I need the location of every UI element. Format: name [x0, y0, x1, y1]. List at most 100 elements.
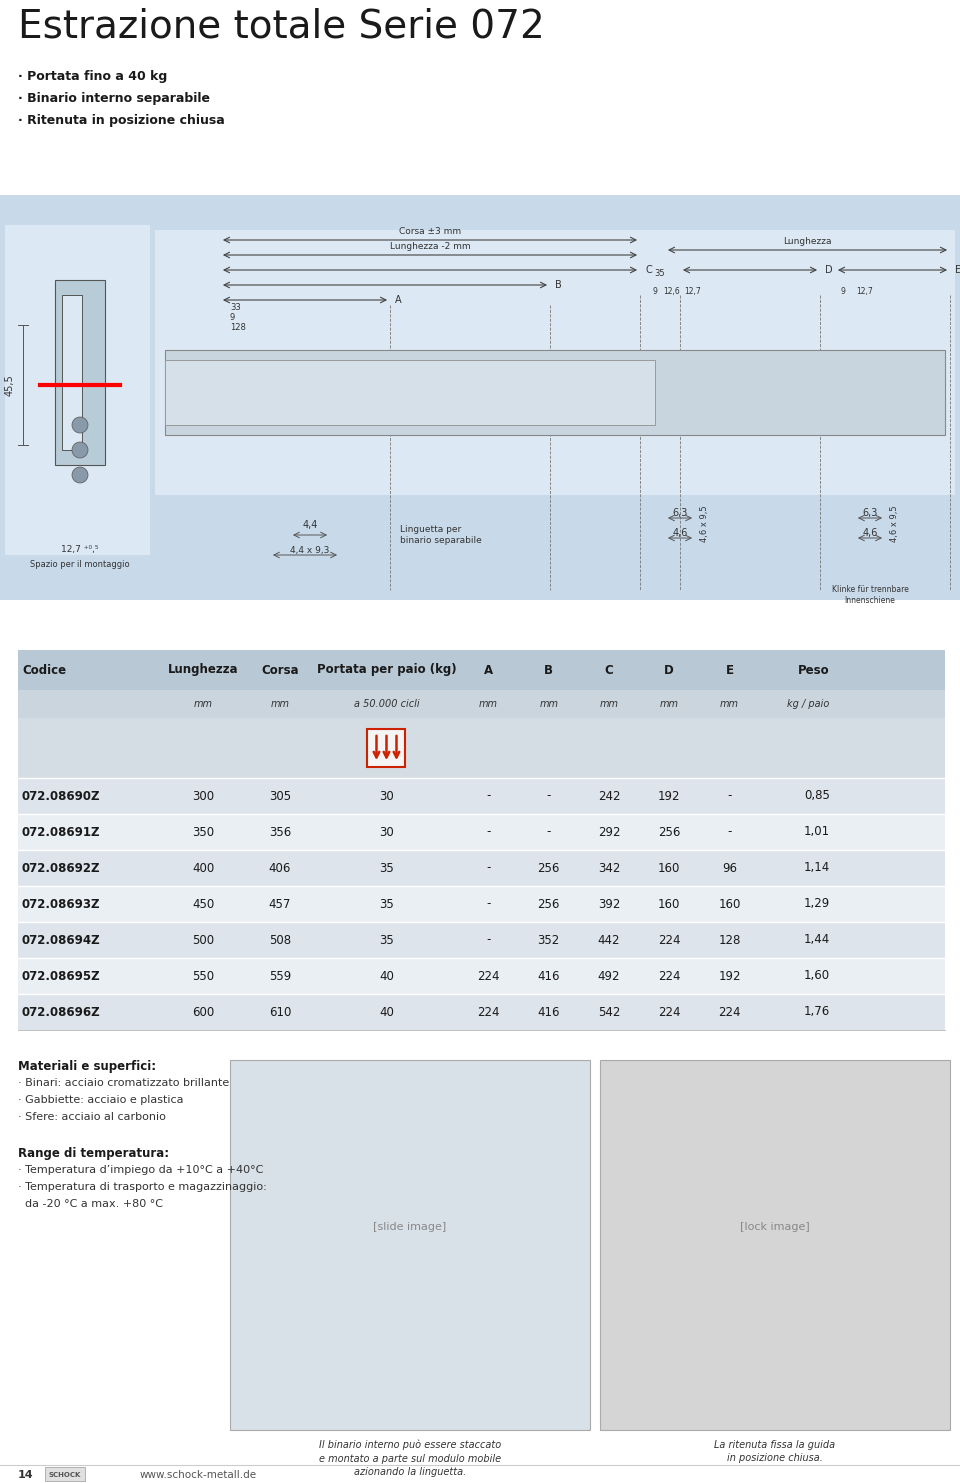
Text: 1,44: 1,44 [804, 933, 829, 946]
Text: 457: 457 [269, 897, 291, 911]
Text: 14: 14 [18, 1470, 34, 1480]
Bar [18, 650, 945, 690]
Text: 40: 40 [379, 970, 394, 983]
Text: [lock image]: [lock image] [740, 1222, 810, 1231]
Text: 40: 40 [379, 1005, 394, 1019]
Text: D: D [825, 265, 832, 274]
Bar [18, 885, 945, 922]
Text: 610: 610 [269, 1005, 291, 1019]
Bar [0, 194, 960, 601]
Text: 9: 9 [653, 288, 658, 297]
Bar [155, 230, 955, 495]
Bar [18, 690, 945, 718]
Text: 416: 416 [538, 1005, 560, 1019]
Text: 9: 9 [841, 288, 846, 297]
Text: 072.08690Z: 072.08690Z [22, 789, 101, 802]
Text: SCHOCK: SCHOCK [49, 1473, 82, 1479]
Text: mm: mm [479, 698, 498, 709]
Text: · Ritenuta in posizione chiusa: · Ritenuta in posizione chiusa [18, 114, 225, 128]
Bar [368, 730, 405, 767]
Text: 0,85: 0,85 [804, 789, 829, 802]
Text: 342: 342 [598, 862, 620, 875]
Circle shape [72, 467, 88, 483]
Text: 600: 600 [192, 1005, 214, 1019]
Bar [5, 225, 150, 555]
Text: 224: 224 [477, 970, 500, 983]
Text: B: B [544, 663, 553, 676]
Text: mm: mm [720, 698, 739, 709]
Text: mm: mm [540, 698, 558, 709]
Text: 256: 256 [658, 826, 681, 838]
Text: -: - [487, 826, 491, 838]
Text: -: - [487, 897, 491, 911]
Text: 072.08691Z: 072.08691Z [22, 826, 101, 838]
Text: mm: mm [271, 698, 289, 709]
Bar [18, 958, 945, 994]
Text: Lunghezza -2 mm: Lunghezza -2 mm [390, 242, 470, 251]
Circle shape [72, 442, 88, 458]
Text: 128: 128 [718, 933, 741, 946]
Text: Linguetta per
binario separabile: Linguetta per binario separabile [400, 525, 482, 546]
Text: 9: 9 [230, 313, 235, 322]
Text: Portata per paio (kg): Portata per paio (kg) [317, 663, 456, 676]
Text: 4,4: 4,4 [302, 521, 318, 529]
Text: kg / paio: kg / paio [787, 698, 829, 709]
Text: · Binario interno separabile: · Binario interno separabile [18, 92, 210, 105]
Text: 96: 96 [722, 862, 737, 875]
Text: 550: 550 [192, 970, 214, 983]
Text: Estrazione totale Serie 072: Estrazione totale Serie 072 [18, 7, 544, 46]
Text: 559: 559 [269, 970, 291, 983]
Bar [230, 1060, 590, 1430]
Text: 072.08693Z: 072.08693Z [22, 897, 101, 911]
Text: 12,7 ⁺⁰,⁵: 12,7 ⁺⁰,⁵ [61, 544, 99, 555]
Text: 45,5: 45,5 [5, 374, 15, 396]
Text: Corsa ±3 mm: Corsa ±3 mm [399, 227, 461, 236]
Bar [18, 922, 945, 958]
Text: 30: 30 [379, 789, 394, 802]
Text: 4,6: 4,6 [672, 528, 687, 538]
Text: A: A [395, 295, 401, 305]
Bar [45, 1467, 85, 1482]
Bar [18, 994, 945, 1031]
Text: 4,6 x 9,5: 4,6 x 9,5 [890, 506, 899, 541]
Text: C: C [605, 663, 613, 676]
Bar [18, 850, 945, 885]
Text: 072.08696Z: 072.08696Z [22, 1005, 101, 1019]
Text: [slide image]: [slide image] [373, 1222, 446, 1231]
Text: 12,6: 12,6 [663, 288, 681, 297]
Text: E: E [955, 265, 960, 274]
Text: 392: 392 [598, 897, 620, 911]
Text: 1,60: 1,60 [804, 970, 829, 983]
Text: · Temperatura d’impiego da +10°C a +40°C: · Temperatura d’impiego da +10°C a +40°C [18, 1166, 263, 1175]
Text: 4,6 x 9,5: 4,6 x 9,5 [700, 506, 709, 541]
Text: · Temperatura di trasporto e magazzinaggio:: · Temperatura di trasporto e magazzinagg… [18, 1182, 267, 1192]
Bar [165, 360, 655, 426]
Text: 6,3: 6,3 [862, 509, 877, 518]
Text: 400: 400 [192, 862, 214, 875]
Text: -: - [728, 826, 732, 838]
Text: Lunghezza: Lunghezza [168, 663, 239, 676]
Text: mm: mm [599, 698, 618, 709]
Text: 35: 35 [379, 862, 394, 875]
Text: Spazio per il montaggio: Spazio per il montaggio [30, 561, 130, 569]
Text: Range di temperatura:: Range di temperatura: [18, 1146, 169, 1160]
Text: · Portata fino a 40 kg: · Portata fino a 40 kg [18, 70, 167, 83]
Bar [55, 280, 105, 466]
Text: · Sfere: acciaio al carbonio: · Sfere: acciaio al carbonio [18, 1112, 166, 1123]
Text: 224: 224 [477, 1005, 500, 1019]
Text: www.schock-metall.de: www.schock-metall.de [140, 1470, 257, 1480]
Text: -: - [487, 933, 491, 946]
Text: 352: 352 [538, 933, 560, 946]
Text: 1,76: 1,76 [804, 1005, 829, 1019]
Text: 6,3: 6,3 [672, 509, 687, 518]
Text: 292: 292 [598, 826, 620, 838]
Text: Corsa: Corsa [261, 663, 299, 676]
Text: 256: 256 [538, 897, 560, 911]
Text: 300: 300 [192, 789, 214, 802]
Text: 500: 500 [192, 933, 214, 946]
Text: 256: 256 [538, 862, 560, 875]
Text: 072.08694Z: 072.08694Z [22, 933, 101, 946]
Text: 442: 442 [598, 933, 620, 946]
Text: B: B [555, 280, 562, 291]
Text: 224: 224 [658, 933, 681, 946]
